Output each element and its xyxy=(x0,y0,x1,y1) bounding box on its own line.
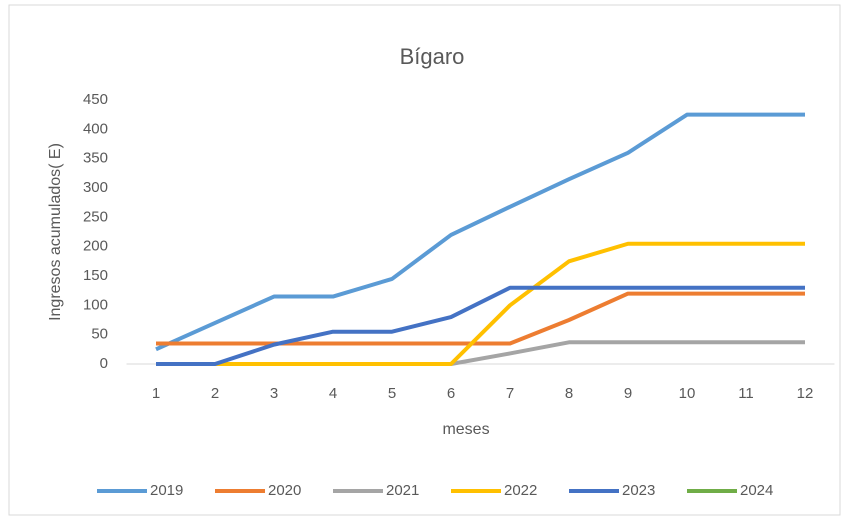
series-line xyxy=(155,112,805,352)
x-tick-label: 5 xyxy=(388,385,396,402)
x-tick-label: 12 xyxy=(797,385,814,402)
legend-label: 2020 xyxy=(268,482,301,499)
y-tick-label: 150 xyxy=(83,267,108,284)
y-tick-label: 400 xyxy=(83,120,108,137)
x-tick-label: 10 xyxy=(679,385,696,402)
series-line xyxy=(156,285,805,366)
legend-label: 2024 xyxy=(740,482,773,499)
x-tick-label: 9 xyxy=(624,385,632,402)
x-tick-label: 2 xyxy=(211,385,219,402)
x-axis-label: meses xyxy=(442,421,489,438)
y-tick-label: 100 xyxy=(83,296,108,313)
y-tick-label: 250 xyxy=(83,208,108,225)
x-tick-label: 8 xyxy=(565,385,573,402)
y-tick-label: 300 xyxy=(83,179,108,196)
x-tick-label: 11 xyxy=(738,385,754,402)
x-tick-label: 4 xyxy=(329,385,337,402)
legend-label: 2023 xyxy=(622,482,655,499)
x-tick-label: 6 xyxy=(447,385,455,402)
x-tick-label: 3 xyxy=(270,385,278,402)
chart-title: Bígaro xyxy=(400,44,465,69)
series-line xyxy=(156,291,805,346)
y-tick-label: 50 xyxy=(91,326,108,343)
y-axis-label: Ingresos acumulados( E) xyxy=(47,143,64,321)
legend-label: 2019 xyxy=(150,482,183,499)
y-tick-label: 200 xyxy=(83,238,108,255)
series-line xyxy=(156,241,805,366)
y-tick-label: 350 xyxy=(83,150,108,167)
x-tick-label: 1 xyxy=(152,385,160,402)
chart-border xyxy=(8,4,841,516)
legend-label: 2022 xyxy=(504,482,537,499)
y-tick-label: 450 xyxy=(83,91,108,108)
legend-label: 2021 xyxy=(386,482,419,499)
x-tick-label: 7 xyxy=(506,385,514,402)
y-tick-label: 0 xyxy=(100,355,108,372)
